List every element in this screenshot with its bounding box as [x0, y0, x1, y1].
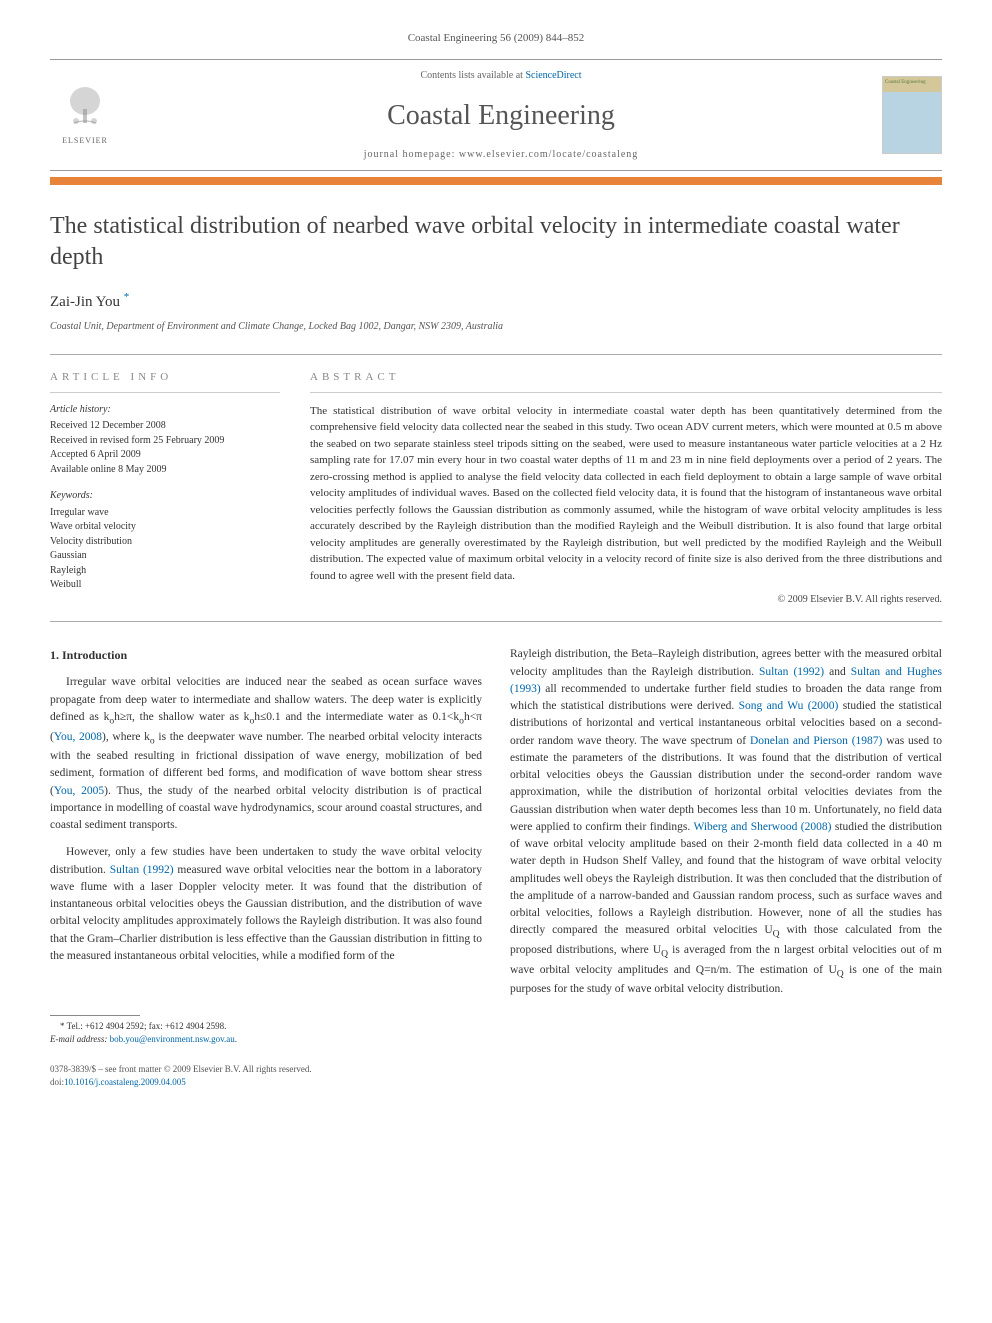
article-info-col: ARTICLE INFO Article history: Received 1… [50, 369, 280, 607]
ref-you-2005[interactable]: You, 2005 [54, 785, 104, 797]
sciencedirect-link[interactable]: ScienceDirect [525, 70, 581, 81]
page-footer: 0378-3839/$ – see front matter © 2009 El… [50, 1063, 942, 1088]
journal-name: Coastal Engineering [120, 95, 882, 137]
text: studied the distribution of wave orbital… [510, 821, 942, 937]
doi-link[interactable]: 10.1016/j.coastaleng.2009.04.005 [64, 1077, 186, 1087]
email-suffix: . [235, 1034, 237, 1044]
body-paragraph: Rayleigh distribution, the Beta–Rayleigh… [510, 646, 942, 998]
online-date: Available online 8 May 2009 [50, 463, 280, 478]
section-1-heading: 1. Introduction [50, 646, 482, 664]
publisher-banner: ELSEVIER Contents lists available at Sci… [50, 59, 942, 171]
keyword: Irregular wave [50, 506, 280, 521]
doi-label: doi: [50, 1077, 64, 1087]
text: measured wave orbital velocities near th… [50, 864, 482, 962]
email-label: E-mail address: [50, 1034, 110, 1044]
abstract-text: The statistical distribution of wave orb… [310, 403, 942, 585]
keyword: Weibull [50, 578, 280, 593]
keyword: Rayleigh [50, 564, 280, 579]
homepage-label: journal homepage: [364, 149, 459, 160]
ref-sultan-1992[interactable]: Sultan (1992) [110, 864, 174, 876]
body-col-left: 1. Introduction Irregular wave orbital v… [50, 646, 482, 1045]
info-abstract-row: ARTICLE INFO Article history: Received 1… [50, 354, 942, 622]
keyword: Wave orbital velocity [50, 520, 280, 535]
abstract-heading: ABSTRACT [310, 369, 942, 393]
article-info-heading: ARTICLE INFO [50, 369, 280, 393]
sub-q: Q [837, 968, 844, 979]
footnote-tel: Tel.: +612 4904 2592; fax: +612 4904 259… [65, 1021, 227, 1031]
cover-thumb-label: Coastal Engineering [885, 79, 926, 87]
article-history: Article history: Received 12 December 20… [50, 403, 280, 478]
contents-pre: Contents lists available at [420, 70, 525, 81]
keyword: Gaussian [50, 549, 280, 564]
ref-sultan-1992[interactable]: Sultan (1992) [759, 666, 824, 678]
sub-q: Q [773, 929, 780, 940]
accent-bar [50, 177, 942, 185]
homepage-url[interactable]: www.elsevier.com/locate/coastaleng [459, 149, 638, 160]
accepted-date: Accepted 6 April 2009 [50, 448, 280, 463]
elsevier-logo: ELSEVIER [50, 77, 120, 153]
body-col-right: Rayleigh distribution, the Beta–Rayleigh… [510, 646, 942, 1045]
journal-cover-thumb: Coastal Engineering [882, 76, 942, 154]
history-label: Article history: [50, 403, 280, 418]
author-line: Zai-Jin You * [50, 289, 942, 314]
journal-homepage: journal homepage: www.elsevier.com/locat… [120, 147, 882, 162]
ref-donelan-pierson-1987[interactable]: Donelan and Pierson (1987) [750, 735, 882, 747]
abstract-col: ABSTRACT The statistical distribution of… [310, 369, 942, 607]
text: and [824, 666, 851, 678]
ref-you-2008[interactable]: You, 2008 [54, 731, 102, 743]
text: ), where k [102, 731, 150, 743]
body-columns: 1. Introduction Irregular wave orbital v… [50, 646, 942, 1045]
affiliation: Coastal Unit, Department of Environment … [50, 319, 942, 334]
keywords-label: Keywords: [50, 489, 280, 504]
contents-line: Contents lists available at ScienceDirec… [120, 68, 882, 83]
text: h≥π, the shallow water as k [114, 711, 249, 723]
doi-line: doi:10.1016/j.coastaleng.2009.04.005 [50, 1076, 942, 1089]
abstract-copyright: © 2009 Elsevier B.V. All rights reserved… [310, 592, 942, 607]
elsevier-label: ELSEVIER [62, 135, 108, 147]
article-title: The statistical distribution of nearbed … [50, 211, 942, 273]
body-paragraph: Irregular wave orbital velocities are in… [50, 674, 482, 834]
text: ). Thus, the study of the nearbed orbita… [50, 785, 482, 832]
corresponding-footnote: * Tel.: +612 4904 2592; fax: +612 4904 2… [50, 1020, 482, 1045]
ref-wiberg-sherwood-2008[interactable]: Wiberg and Sherwood (2008) [693, 821, 831, 833]
banner-center: Contents lists available at ScienceDirec… [120, 68, 882, 162]
elsevier-tree-icon [60, 83, 110, 133]
corresponding-mark: * [124, 291, 130, 303]
author-name: Zai-Jin You [50, 294, 120, 310]
footnote-rule [50, 1015, 140, 1016]
body-paragraph: However, only a few studies have been un… [50, 844, 482, 965]
email-link[interactable]: bob.you@environment.nsw.gov.au [110, 1034, 235, 1044]
received-date: Received 12 December 2008 [50, 419, 280, 434]
text: was used to estimate the parameters of t… [510, 735, 942, 833]
ref-song-wu-2000[interactable]: Song and Wu (2000) [739, 700, 839, 712]
keyword: Velocity distribution [50, 535, 280, 550]
revised-date: Received in revised form 25 February 200… [50, 434, 280, 449]
issn-line: 0378-3839/$ – see front matter © 2009 El… [50, 1063, 942, 1076]
text: h≤0.1 and the intermediate water as 0.1<… [254, 711, 459, 723]
running-head: Coastal Engineering 56 (2009) 844–852 [50, 30, 942, 47]
keywords-block: Keywords: Irregular wave Wave orbital ve… [50, 489, 280, 593]
